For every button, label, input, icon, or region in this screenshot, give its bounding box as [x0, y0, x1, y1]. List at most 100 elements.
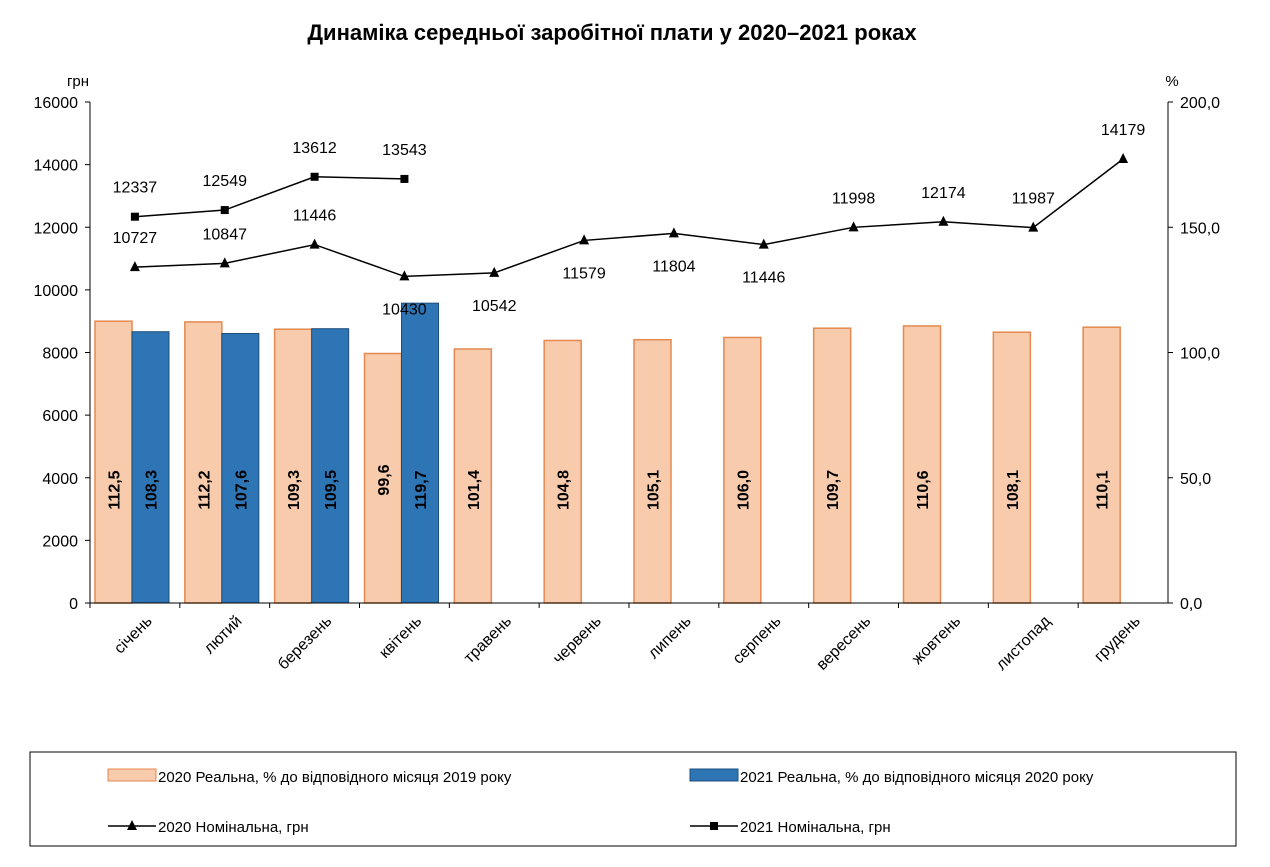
- x-tick-label: лютий: [201, 613, 246, 658]
- bar-2020: [453, 348, 493, 604]
- bar-2020: [1082, 326, 1121, 604]
- bar-label-2020: 104,8: [556, 470, 573, 510]
- bar-label-2020: 99,6: [376, 464, 393, 495]
- line-2020-data-label: 10430: [382, 301, 427, 318]
- right-tick-label: 200,0: [1180, 95, 1220, 112]
- left-tick-label: 10000: [34, 283, 79, 300]
- bar-2020: [992, 331, 1032, 604]
- line-2021-marker: [400, 174, 409, 183]
- bar-2020: [94, 320, 133, 604]
- bar-2020: [812, 327, 852, 604]
- bar-label-2020: 106,0: [735, 470, 752, 510]
- line-2020-marker: [399, 270, 410, 281]
- bar-2020: [902, 325, 942, 604]
- line-2020-data-label: 11446: [293, 208, 336, 225]
- bar-2020: [273, 328, 313, 604]
- bar-label-2021: 108,3: [144, 470, 161, 510]
- line-2020-marker: [309, 238, 320, 249]
- line-2020-data-label: 10542: [472, 298, 517, 315]
- bar-2020: [184, 321, 223, 604]
- bar-label-2021: 109,5: [323, 470, 340, 510]
- line-2021-line: [134, 176, 405, 218]
- x-tick-label: липень: [645, 613, 695, 663]
- line-2021-data-label: 13543: [382, 142, 427, 159]
- line-2020-marker: [848, 221, 859, 232]
- x-tick-label: січень: [111, 613, 156, 658]
- bar-label-2020: 110,1: [1095, 470, 1112, 509]
- x-tick-label: травень: [461, 613, 515, 667]
- x-tick-label: березень: [275, 613, 336, 674]
- line-2020-marker: [1118, 153, 1129, 164]
- line-2020-data-label: 11987: [1012, 191, 1055, 208]
- x-tick-label: листопад: [993, 612, 1054, 673]
- line-2020-marker: [489, 266, 500, 277]
- bar-label-2020: 101,4: [466, 470, 483, 510]
- right-tick-label: 100,0: [1180, 346, 1220, 363]
- right-tick-label: 50,0: [1180, 471, 1211, 488]
- legend-marker: [127, 820, 137, 830]
- bar-label-2020: 112,5: [107, 470, 124, 509]
- x-tick-label: червень: [550, 613, 605, 668]
- chart-title: Динаміка середньої заробітної плати у 20…: [307, 20, 917, 45]
- line-2020-data-label: 11579: [562, 265, 605, 282]
- bar-label-2020: 109,3: [286, 470, 303, 510]
- left-tick-label: 12000: [34, 220, 79, 237]
- line-2021-data-label: 12337: [113, 180, 158, 197]
- x-tick-label: квітень: [376, 613, 425, 662]
- x-tick-label: жовтень: [909, 613, 964, 668]
- line-2020-data-label: 12174: [921, 185, 966, 202]
- legend-swatch: [107, 768, 157, 782]
- bar-label-2020: 112,2: [196, 470, 213, 509]
- line-2021-data-label: 13612: [292, 140, 337, 157]
- line-2020-marker: [219, 257, 230, 268]
- line-2020-data-label: 11446: [742, 270, 785, 287]
- line-2021-marker: [310, 172, 319, 181]
- legend-swatch: [689, 768, 739, 782]
- left-tick-label: 2000: [42, 533, 78, 550]
- legend-label: 2021 Реальна, % до відповідного місяця 2…: [740, 769, 1094, 786]
- bar-2021: [311, 328, 350, 604]
- bar-label-2020: 105,1: [646, 470, 663, 510]
- line-2020-data-label: 11998: [832, 190, 875, 207]
- bar-label-2020: 108,1: [1005, 470, 1022, 510]
- legend-label: 2021 Номінальна, грн: [740, 819, 891, 836]
- legend-label: 2020 Номінальна, грн: [158, 819, 309, 836]
- bar-2021: [131, 331, 170, 604]
- line-2020-marker: [758, 238, 769, 249]
- left-tick-label: 16000: [34, 95, 79, 112]
- bar-2020: [363, 352, 403, 604]
- left-tick-label: 4000: [42, 471, 78, 488]
- bar-2021: [401, 302, 439, 604]
- line-2020-marker: [579, 234, 590, 245]
- legend-label: 2020 Реальна, % до відповідного місяця 2…: [158, 769, 512, 786]
- line-2020-marker: [668, 227, 679, 238]
- line-2021-marker: [130, 212, 139, 221]
- line-2021-marker: [220, 206, 229, 215]
- legend: [29, 751, 1237, 847]
- bar-label-2020: 110,6: [915, 470, 932, 509]
- left-tick-label: 0: [69, 596, 78, 613]
- bar-label-2021: 107,6: [233, 470, 250, 510]
- bar-2021: [221, 332, 260, 604]
- bar-label-2021: 119,7: [413, 470, 430, 509]
- line-2021-data-label: 12549: [203, 173, 248, 190]
- bar-2020: [633, 338, 672, 604]
- line-2020-marker: [129, 261, 140, 272]
- legend-marker: [710, 822, 718, 830]
- left-tick-label: 8000: [42, 346, 78, 363]
- right-tick-label: 150,0: [1180, 220, 1220, 237]
- left-axis-label: грн: [67, 73, 89, 90]
- line-2020-line: [134, 158, 1124, 278]
- x-tick-label: вересень: [814, 613, 875, 674]
- left-tick-label: 6000: [42, 408, 78, 425]
- bar-label-2020: 109,7: [825, 470, 842, 510]
- line-2020-data-label: 10727: [113, 230, 158, 247]
- line-2020-data-label: 10847: [203, 226, 248, 243]
- x-tick-label: грудень: [1091, 613, 1144, 666]
- line-2020-marker: [938, 215, 949, 226]
- left-tick-label: 14000: [34, 158, 79, 175]
- right-axis-label: %: [1165, 73, 1178, 90]
- right-tick-label: 0,0: [1180, 596, 1202, 613]
- line-2020-data-label: 14179: [1101, 122, 1146, 139]
